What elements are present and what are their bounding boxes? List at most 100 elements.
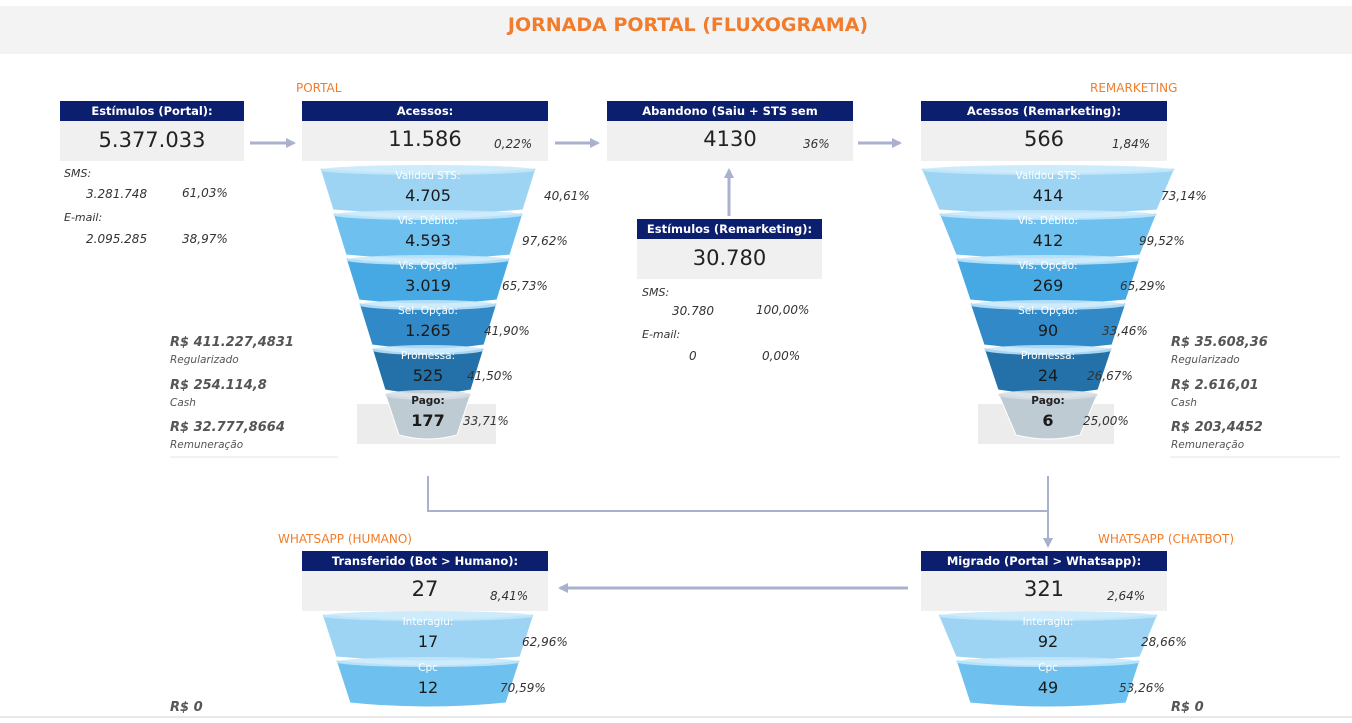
funnel-3-stage-1-rim <box>956 657 1140 667</box>
stimulus-portal-sms-pct: 61,03% <box>182 186 228 200</box>
funnel-0-stage-2-value: 3.019 <box>405 276 451 295</box>
funnel-1-stage-0-rim <box>921 165 1175 175</box>
funnel-3-stage-1-value: 49 <box>1037 678 1059 697</box>
portal-cash-value: R$ 254.114,8 <box>170 378 267 393</box>
funnel-0-stage-2-label: Vis. Opção: <box>398 260 458 272</box>
funnel-2-stage-1-value: 12 <box>417 678 439 697</box>
acessos-remarketing-header: Acessos (Remarketing): <box>921 101 1167 121</box>
funnel-1-stage-4-label: Promessa: <box>1020 350 1076 362</box>
funnel-3-stage-1-pct: 53,26% <box>1119 681 1165 695</box>
funnel-0-stage-5-pct: 33,71% <box>463 414 509 428</box>
migrado-header: Migrado (Portal > Whatsapp): <box>921 551 1167 571</box>
funnel-3-stage-0-pct: 28,66% <box>1141 635 1187 649</box>
stimulus-remarketing-sms-pct: 100,00% <box>756 303 810 317</box>
funnel-1-stage-0-label: Validou STS: <box>1015 170 1081 182</box>
stimulus-remarketing-box: 30.780 <box>637 239 822 279</box>
acessos-remarketing-pct: 1,84% <box>1112 137 1151 151</box>
funnel-1-stage-3-value: 90 <box>1037 321 1059 340</box>
funnel-0-stage-3-pct: 41,90% <box>484 324 530 338</box>
funnel-1-stage-5-rim <box>998 390 1098 400</box>
funnel-0-stage-0-value: 4.705 <box>405 186 451 205</box>
funnel-2-stage-1-label: Cpc <box>418 662 438 674</box>
stimulus-portal-sms-value: 3.281.748 <box>86 187 148 201</box>
connector-portal-to-whatsapp <box>427 476 1048 512</box>
funnel-1-stage-5-pct: 25,00% <box>1083 414 1129 428</box>
remarketing-regularizado-label: Regularizado <box>1171 354 1240 366</box>
section-remarketing: REMARKETING <box>1090 81 1178 95</box>
funnel-1-stage-3-pct: 33,46% <box>1102 324 1148 338</box>
section-whatsapp-humano: WHATSAPP (HUMANO) <box>278 532 412 546</box>
acessos-box: 11.586 0,22% <box>302 121 548 161</box>
stimulus-portal-value: 5.377.033 <box>98 128 206 152</box>
stimulus-portal-sms-label: SMS: <box>64 167 92 180</box>
funnel-3-stage-1-label: Cpc <box>1038 662 1058 674</box>
transferido-header: Transferido (Bot > Humano): <box>302 551 548 571</box>
humano-money-value: R$ 0 <box>170 700 203 715</box>
funnel-0-stage-0-rim <box>320 165 536 175</box>
section-portal: PORTAL <box>296 81 342 95</box>
portal-cash-label: Cash <box>170 397 196 409</box>
funnel-2-stage-0-rim <box>322 611 534 621</box>
stimulus-portal-header: Estímulos (Portal): <box>60 101 244 121</box>
funnel-1-stage-5-label: Pago: <box>1031 395 1065 407</box>
funnel-3-stage-0-value: 92 <box>1037 632 1059 651</box>
transferido-value: 27 <box>411 577 439 601</box>
transferido-box: 27 8,41% <box>302 571 548 611</box>
stimulus-remarketing-email-label: E-mail: <box>642 328 681 341</box>
funnel-0-stage-3-rim <box>359 300 497 310</box>
stimulus-portal-box: 5.377.033 <box>60 121 244 161</box>
abandono-box: 4130 36% <box>607 121 853 161</box>
funnel-0-stage-2-rim <box>346 255 510 265</box>
portal-remuneracao-label: Remuneração <box>170 439 244 451</box>
funnel-1-stage-0-pct: 73,14% <box>1161 189 1207 203</box>
remarketing-cash-label: Cash <box>1171 397 1197 409</box>
funnel-0-stage-0-pct: 40,61% <box>544 189 590 203</box>
funnel-1-stage-1-rim <box>939 210 1157 220</box>
funnel-0-stage-4-label: Promessa: <box>400 350 456 362</box>
funnel-1-stage-1-value: 412 <box>1032 231 1064 250</box>
funnel-1-stage-4-rim <box>984 345 1112 355</box>
remarketing-remuneracao-value: R$ 203,4452 <box>1171 420 1263 435</box>
funnel-0-stage-3-value: 1.265 <box>405 321 451 340</box>
funnel-3-stage-0-rim <box>938 611 1158 621</box>
funnel-1-stage-5-value: 6 <box>1042 411 1054 430</box>
stimulus-portal-email-value: 2.095.285 <box>86 232 148 246</box>
migrado-value: 321 <box>1023 577 1065 601</box>
funnel-1-stage-1-label: Vis. Débito: <box>1017 215 1079 227</box>
funnel-2-stage-1-rim <box>336 657 520 667</box>
chatbot-money-value: R$ 0 <box>1171 700 1204 715</box>
portal-regularizado-value: R$ 411.227,4831 <box>170 335 294 350</box>
remarketing-cash-value: R$ 2.616,01 <box>1171 378 1259 393</box>
page-title: JORNADA PORTAL (FLUXOGRAMA) <box>507 14 869 36</box>
abandono-pct: 36% <box>803 137 830 151</box>
funnel-2-stage-1-pct: 70,59% <box>500 681 546 695</box>
remarketing-regularizado-value: R$ 35.608,36 <box>1171 335 1268 350</box>
migrado-box: 321 2,64% <box>921 571 1167 611</box>
migrado-pct: 2,64% <box>1107 589 1146 603</box>
stimulus-remarketing-sms-label: SMS: <box>642 286 670 299</box>
acessos-header: Acessos: <box>302 101 548 121</box>
funnel-2-stage-0-label: Interagiu: <box>402 616 454 628</box>
remarketing-remuneracao-label: Remuneração <box>1171 439 1245 451</box>
acessos-remarketing-value: 566 <box>1023 127 1065 151</box>
funnel-0-stage-0-label: Validou STS: <box>395 170 461 182</box>
funnel-1-stage-2-rim <box>956 255 1140 265</box>
stimulus-remarketing-value: 30.780 <box>692 246 767 270</box>
stimulus-remarketing-sms-value: 30.780 <box>672 304 714 318</box>
stimulus-remarketing-header: Estímulos (Remarketing): <box>637 219 822 239</box>
stimulus-portal-email-label: E-mail: <box>64 211 103 224</box>
funnel-1-stage-3-rim <box>970 300 1126 310</box>
funnel-0-stage-4-value: 525 <box>412 366 444 385</box>
funnel-1-stage-1-pct: 99,52% <box>1139 234 1185 248</box>
funnel-3-stage-0-label: Interagiu: <box>1022 616 1074 628</box>
portal-regularizado-label: Regularizado <box>170 354 239 366</box>
funnel-0-stage-1-pct: 97,62% <box>522 234 568 248</box>
funnel-2-stage-0-value: 17 <box>417 632 439 651</box>
portal-remuneracao-value: R$ 32.777,8664 <box>170 420 285 435</box>
section-whatsapp-chatbot: WHATSAPP (CHATBOT) <box>1098 532 1235 546</box>
stimulus-remarketing-email-pct: 0,00% <box>762 349 801 363</box>
funnel-1-stage-4-value: 24 <box>1037 366 1059 385</box>
abandono-header: Abandono (Saiu + STS sem Promessa): <box>607 101 853 138</box>
